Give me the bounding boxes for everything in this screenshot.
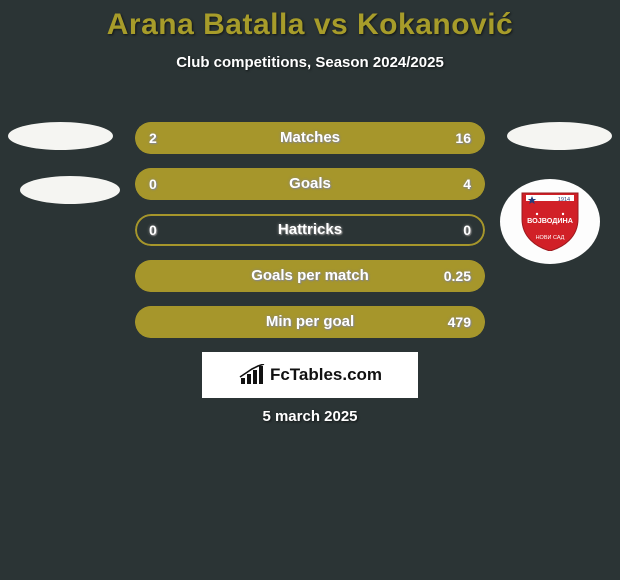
stat-value-right: 4 [463, 168, 471, 200]
stat-value-left: 0 [149, 214, 157, 246]
watermark-rest: Tables.com [290, 365, 382, 384]
stat-label: Goals per match [135, 260, 485, 292]
stat-row: Hattricks0 0 [135, 214, 485, 246]
stats-panel: Matches216Goals04Hattricks00Goals per ma… [135, 122, 485, 352]
stat-label: Goals [135, 168, 485, 200]
stat-row: Goals0 4 [135, 168, 485, 200]
stat-value-left: 0 [149, 168, 157, 200]
stat-label: Min per goal [135, 306, 485, 338]
club-name-top: ВОЈВОДИНА [527, 216, 573, 225]
stat-value-right: 16 [455, 122, 471, 154]
club-year: 1914 [558, 197, 570, 203]
stat-value-left: 2 [149, 122, 157, 154]
left-team-badge-1 [8, 122, 113, 150]
stat-row: Min per goal479 [135, 306, 485, 338]
stat-row: Goals per match0.25 [135, 260, 485, 292]
stat-label: Matches [135, 122, 485, 154]
club-name-bottom: НОВИ САД [536, 235, 565, 241]
right-team-badge-1 [507, 122, 612, 150]
right-team-logo: 1914 ВОЈВОДИНА НОВИ САД [500, 179, 600, 264]
watermark: FcTables.com [202, 352, 418, 398]
chart-icon [238, 364, 266, 386]
date-text: 5 march 2025 [0, 408, 620, 425]
subtitle: Club competitions, Season 2024/2025 [0, 54, 620, 71]
stat-label: Hattricks [135, 214, 485, 246]
watermark-bold: Fc [270, 365, 290, 384]
club-shield-icon: 1914 ВОЈВОДИНА НОВИ САД [520, 189, 580, 251]
stat-value-right: 0 [463, 214, 471, 246]
left-team-badge-2 [20, 176, 120, 204]
stat-value-right: 479 [448, 306, 471, 338]
stat-value-right: 0.25 [444, 260, 471, 292]
page-title: Arana Batalla vs Kokanović [0, 0, 620, 42]
stat-row: Matches2 16 [135, 122, 485, 154]
